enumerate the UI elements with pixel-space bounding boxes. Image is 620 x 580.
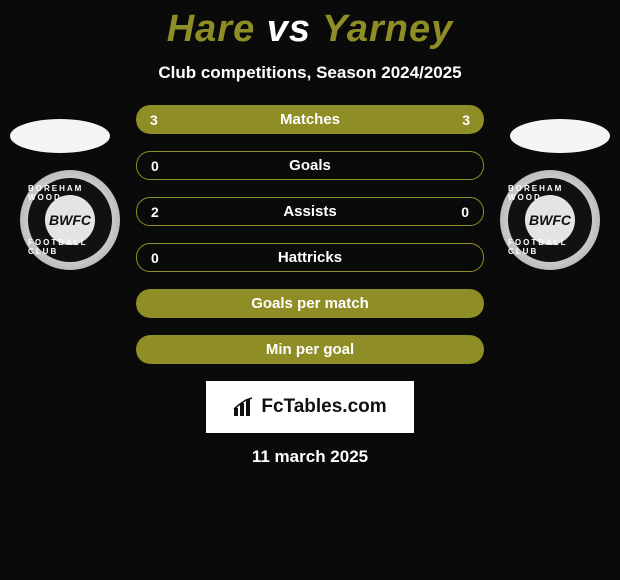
stat-row-assists: 2 Assists 0 bbox=[136, 197, 484, 226]
stat-label: Matches bbox=[280, 111, 340, 128]
stat-row-min-per-goal: Min per goal bbox=[136, 335, 484, 364]
stat-label: Goals bbox=[289, 157, 331, 174]
footer-date: 11 march 2025 bbox=[0, 447, 620, 467]
club-badge-right: BOREHAM WOOD BWFC FOOTBALL CLUB bbox=[500, 170, 600, 270]
page-title: Hare vs Yarney bbox=[0, 0, 620, 51]
club-badge-left-top-text: BOREHAM WOOD bbox=[28, 184, 112, 202]
club-badge-left-bot-text: FOOTBALL CLUB bbox=[28, 238, 112, 256]
stat-right-value: 0 bbox=[461, 204, 469, 220]
title-right-name: Yarney bbox=[322, 8, 453, 50]
club-badge-right-bot-text: FOOTBALL CLUB bbox=[508, 238, 592, 256]
club-badge-left-ring: BOREHAM WOOD BWFC FOOTBALL CLUB bbox=[28, 178, 112, 262]
player-left-ellipse bbox=[10, 119, 110, 153]
footer-brand: FcTables.com bbox=[206, 381, 414, 433]
club-badge-right-top-text: BOREHAM WOOD bbox=[508, 184, 592, 202]
title-left-name: Hare bbox=[167, 8, 256, 50]
title-vs: vs bbox=[267, 8, 311, 50]
stat-right-value: 3 bbox=[462, 112, 470, 128]
subtitle: Club competitions, Season 2024/2025 bbox=[0, 63, 620, 83]
stat-label: Min per goal bbox=[266, 341, 354, 358]
stat-row-goals: 0 Goals bbox=[136, 151, 484, 180]
stat-label: Goals per match bbox=[251, 295, 369, 312]
club-badge-left: BOREHAM WOOD BWFC FOOTBALL CLUB bbox=[20, 170, 120, 270]
stat-left-value: 3 bbox=[150, 112, 158, 128]
stat-row-hattricks: 0 Hattricks bbox=[136, 243, 484, 272]
stat-row-matches: 3 Matches 3 bbox=[136, 105, 484, 134]
footer-brand-text: FcTables.com bbox=[261, 396, 386, 418]
stat-left-value: 2 bbox=[151, 204, 159, 220]
stat-label: Assists bbox=[283, 203, 336, 220]
stat-left-value: 0 bbox=[151, 250, 159, 266]
stats-container: 3 Matches 3 0 Goals 2 Assists 0 0 Hattricks Goals … bbox=[136, 105, 484, 364]
stat-label: Hattricks bbox=[278, 249, 342, 266]
stat-row-goals-per-match: Goals per match bbox=[136, 289, 484, 318]
bar-chart-icon bbox=[233, 397, 255, 417]
club-badge-right-ring: BOREHAM WOOD BWFC FOOTBALL CLUB bbox=[508, 178, 592, 262]
player-right-ellipse bbox=[510, 119, 610, 153]
stat-left-value: 0 bbox=[151, 158, 159, 174]
